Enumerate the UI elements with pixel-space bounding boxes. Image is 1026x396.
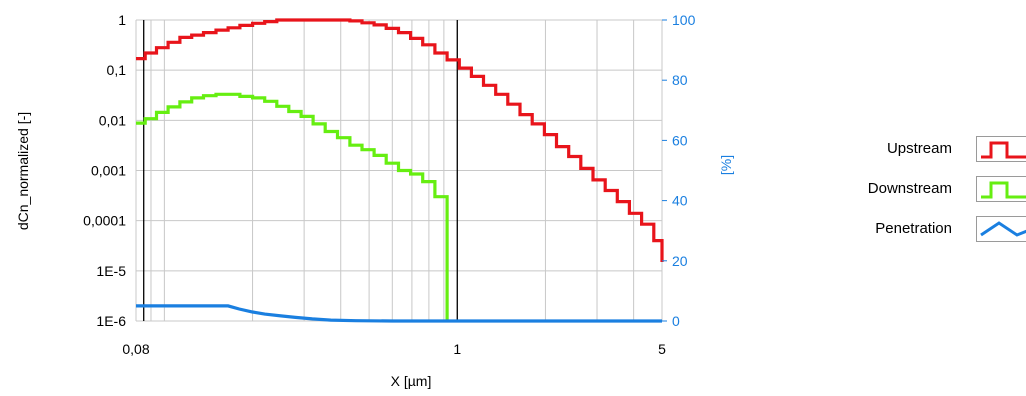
legend-item-penetration[interactable]: Penetration bbox=[800, 216, 1026, 244]
legend-label-downstream: Downstream bbox=[867, 180, 952, 197]
series-downstream bbox=[136, 92, 449, 321]
y2-tick-label: 100 bbox=[672, 12, 696, 28]
legend-item-downstream[interactable]: Downstream bbox=[800, 176, 1026, 204]
y2-tick-label: 20 bbox=[672, 253, 688, 269]
y2-tick-label: 80 bbox=[672, 72, 688, 88]
y-tick-label: 0,1 bbox=[107, 62, 127, 78]
x-tick-label: 5 bbox=[658, 341, 666, 357]
y2-axis-title: [%] bbox=[718, 155, 734, 175]
series-penetration bbox=[136, 304, 662, 323]
x-axis-title: X [µm] bbox=[391, 373, 432, 389]
legend-item-upstream[interactable]: Upstream bbox=[800, 136, 1026, 164]
x-tick-label: 0,08 bbox=[122, 341, 149, 357]
y-tick-label: 0,01 bbox=[99, 112, 126, 128]
y-tick-label: 1 bbox=[118, 12, 126, 28]
y-tick-label: 0,0001 bbox=[83, 213, 126, 229]
tick-labels: 1 0,1 0,01 0,001 0,0001 1E-5 1E-6 100 80 60 40 20 0 0… bbox=[83, 12, 695, 357]
y2-tick-label: 0 bbox=[672, 313, 680, 329]
y-axis-title: dCn_normalized [-] bbox=[15, 112, 31, 230]
legend-label-penetration: Penetration bbox=[875, 220, 952, 237]
y-tick-label: 1E-6 bbox=[96, 313, 126, 329]
legend-swatch-upstream bbox=[976, 136, 1026, 162]
y-tick-label: 1E-5 bbox=[96, 263, 126, 279]
series-upstream bbox=[136, 18, 664, 262]
y-tick-label: 0,001 bbox=[91, 163, 126, 179]
legend-label-upstream: Upstream bbox=[886, 140, 952, 157]
legend-swatch-penetration bbox=[976, 216, 1026, 242]
y2-tick-label: 40 bbox=[672, 193, 688, 209]
legend-swatch-downstream bbox=[976, 176, 1026, 202]
y2-tick-label: 60 bbox=[672, 132, 688, 148]
x-tick-label: 1 bbox=[453, 341, 461, 357]
series-layer bbox=[136, 18, 664, 323]
reference-lines bbox=[143, 20, 458, 321]
axes bbox=[662, 19, 667, 322]
